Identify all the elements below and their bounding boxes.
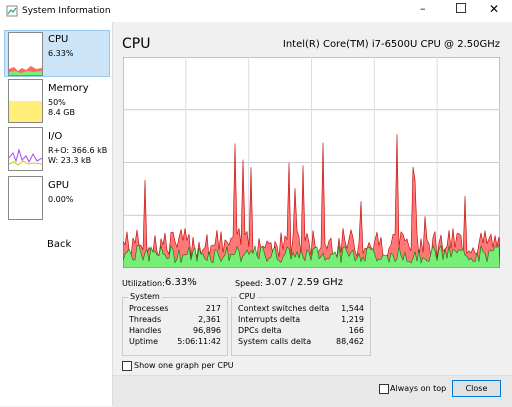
cpu-group: CPU Context switches delta 1,544 Interrupts… (231, 292, 371, 356)
section-title: CPU (122, 36, 151, 52)
back-button[interactable]: Back (47, 239, 72, 250)
info-row: Uptime 5:06:11:42 (129, 337, 221, 348)
info-label: Uptime (129, 337, 159, 346)
cpu-label: CPU (48, 34, 69, 45)
system-group: System Processes 217 Threads 2,361 Handles 96,… (122, 292, 228, 356)
minimize[interactable]: – (420, 2, 426, 15)
io-detail: W: 23.3 kB (48, 156, 92, 165)
info-label: Threads (129, 315, 162, 324)
info-row: Threads 2,361 (129, 315, 221, 326)
info-row: Handles 96,896 (129, 326, 221, 337)
gpu-label: GPU (48, 180, 70, 191)
sidebar: CPU 6.33% Memory 50% 8.4 GB I/O R+O: 366… (0, 22, 113, 406)
info-value: 1,544 (341, 304, 364, 313)
info-value: 166 (348, 326, 364, 335)
cpu-value: 6.33% (48, 49, 74, 58)
window-title: System Information (22, 6, 111, 16)
memory-thumb (8, 79, 43, 123)
utilization-label: Utilization: (122, 279, 165, 288)
cpu-thumb (8, 32, 43, 76)
info-value: 217 (205, 304, 221, 313)
processor-name: Intel(R) Core(TM) i7-6500U CPU @ 2.50GHz (282, 39, 500, 50)
info-row: Processes 217 (129, 304, 221, 315)
io-value: R+O: 366.6 kB (48, 146, 108, 155)
speed-value: 3.07 / 2.59 GHz (265, 277, 343, 288)
graph-kernel-area (123, 134, 500, 268)
always-on-top-label[interactable]: Always on top (390, 384, 447, 393)
info-label: DPCs delta (238, 326, 282, 335)
close-x[interactable]: ✕ (489, 2, 500, 16)
group-title: System (128, 292, 162, 301)
io-thumb (8, 127, 43, 171)
per-cpu-label[interactable]: Show one graph per CPU (134, 361, 234, 370)
maximize[interactable] (456, 3, 466, 13)
info-label: Handles (129, 326, 162, 335)
info-label: Interrupts delta (238, 315, 301, 324)
info-row: Interrupts delta 1,219 (238, 315, 364, 326)
info-row: Context switches delta 1,544 (238, 304, 364, 315)
info-label: Processes (129, 304, 169, 313)
utilization-value: 6.33% (165, 277, 197, 288)
memory-detail: 8.4 GB (48, 108, 75, 117)
title-bar: System Information – ✕ (0, 0, 512, 22)
info-row: DPCs delta 166 (238, 326, 364, 337)
memory-label: Memory (48, 83, 89, 94)
speed-label: Speed: (235, 279, 263, 288)
info-label: System calls delta (238, 337, 312, 346)
app-icon (6, 5, 18, 17)
group-title: CPU (237, 292, 258, 301)
info-value: 96,896 (193, 326, 221, 335)
memory-value: 50% (48, 98, 66, 107)
footer (113, 375, 512, 407)
checkbox[interactable] (122, 361, 132, 371)
cpu-graph (123, 57, 500, 268)
info-value: 88,462 (336, 337, 364, 346)
info-row: System calls delta 88,462 (238, 337, 364, 348)
info-value: 1,219 (341, 315, 364, 324)
gpu-thumb (8, 176, 43, 220)
gpu-value: 0.00% (48, 195, 74, 204)
info-value: 5:06:11:42 (177, 337, 221, 346)
checkbox[interactable] (379, 384, 389, 394)
info-value: 2,361 (198, 315, 221, 324)
graph-user-area (123, 244, 500, 268)
info-label: Context switches delta (238, 304, 330, 313)
io-label: I/O (48, 131, 63, 142)
close-button[interactable]: Close (452, 380, 501, 397)
